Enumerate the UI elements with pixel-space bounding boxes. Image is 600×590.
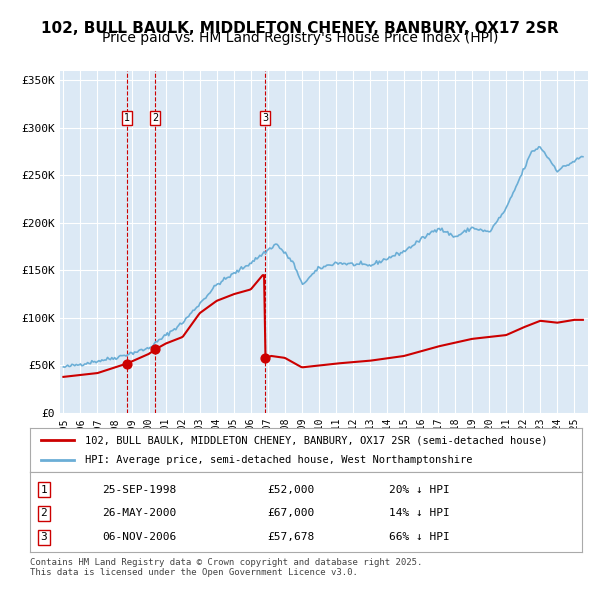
Point [260, 353, 270, 363]
Text: 1: 1 [40, 484, 47, 494]
Text: 1: 1 [124, 113, 130, 123]
Text: HPI: Average price, semi-detached house, West Northamptonshire: HPI: Average price, semi-detached house,… [85, 455, 473, 464]
Text: 3: 3 [262, 113, 268, 123]
Text: £52,000: £52,000 [268, 484, 314, 494]
Text: £57,678: £57,678 [268, 532, 314, 542]
Bar [127, 71, 155, 413]
Text: 66% ↓ HPI: 66% ↓ HPI [389, 532, 449, 542]
Text: Contains HM Land Registry data © Crown copyright and database right 2025.
This d: Contains HM Land Registry data © Crown c… [30, 558, 422, 577]
Text: Price paid vs. HM Land Registry's House Price Index (HPI): Price paid vs. HM Land Registry's House … [102, 31, 498, 45]
Text: 26-MAY-2000: 26-MAY-2000 [102, 509, 176, 519]
Text: 06-NOV-2006: 06-NOV-2006 [102, 532, 176, 542]
Text: 25-SEP-1998: 25-SEP-1998 [102, 484, 176, 494]
Text: 102, BULL BAULK, MIDDLETON CHENEY, BANBURY, OX17 2SR: 102, BULL BAULK, MIDDLETON CHENEY, BANBU… [41, 21, 559, 35]
Text: £67,000: £67,000 [268, 509, 314, 519]
Text: 2: 2 [40, 509, 47, 519]
Text: 102, BULL BAULK, MIDDLETON CHENEY, BANBURY, OX17 2SR (semi-detached house): 102, BULL BAULK, MIDDLETON CHENEY, BANBU… [85, 435, 548, 445]
Text: 3: 3 [40, 532, 47, 542]
Text: 20% ↓ HPI: 20% ↓ HPI [389, 484, 449, 494]
Text: 2: 2 [152, 113, 158, 123]
Text: 14% ↓ HPI: 14% ↓ HPI [389, 509, 449, 519]
Point [122, 359, 132, 368]
Point [151, 345, 160, 354]
